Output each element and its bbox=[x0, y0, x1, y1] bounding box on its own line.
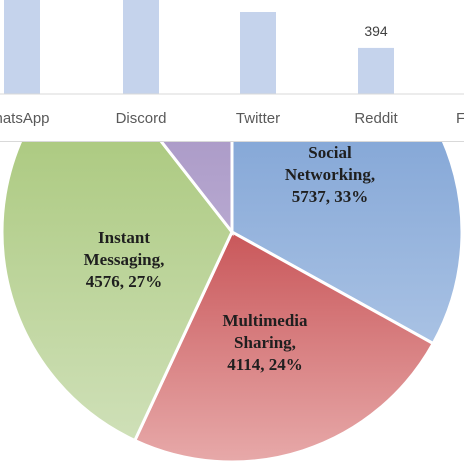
bar-chart: hatsApp Discord Twitter Reddit F 394 bbox=[0, 0, 464, 142]
bar-category-label: F bbox=[456, 110, 464, 127]
pie-data-label: Multimedia Sharing, 4114, 24% bbox=[223, 311, 308, 374]
bar-category-label: Reddit bbox=[354, 110, 398, 127]
bar-whatsapp bbox=[4, 0, 40, 94]
bar-twitter bbox=[240, 12, 276, 94]
pie-data-label: Instant Messaging, 4576, 27% bbox=[84, 228, 165, 291]
bar-category-label: Twitter bbox=[236, 110, 280, 127]
pie-slice-multimedia-sharing bbox=[132, 229, 436, 464]
bar-discord bbox=[123, 0, 159, 94]
bar-value-label: 394 bbox=[364, 23, 388, 39]
bar-category-label: hatsApp bbox=[0, 110, 50, 127]
bar-reddit bbox=[358, 47, 394, 94]
pie-data-label: Social Networking, 5737, 33% bbox=[285, 143, 375, 206]
bar-svg: hatsApp Discord Twitter Reddit F 394 bbox=[0, 0, 464, 142]
bar-category-label: Discord bbox=[116, 110, 167, 127]
